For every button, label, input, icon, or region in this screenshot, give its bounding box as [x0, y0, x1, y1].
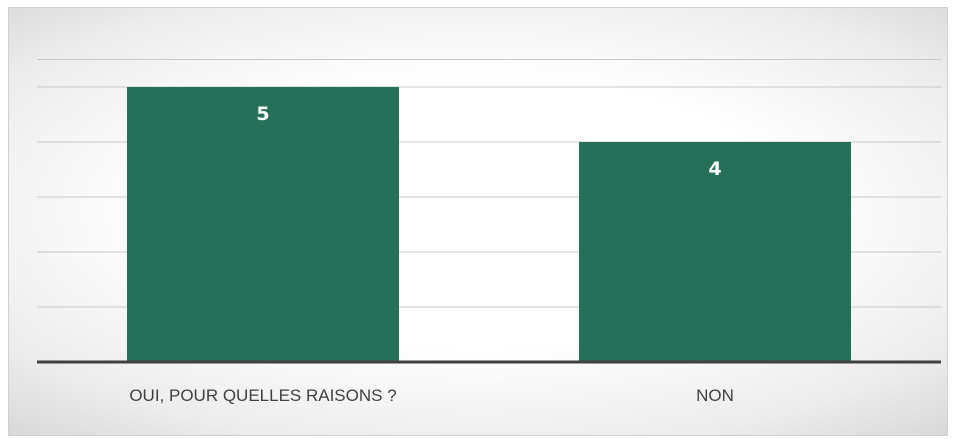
bar — [579, 142, 851, 362]
x-tick-label: OUI, POUR QUELLES RAISONS ? — [129, 386, 396, 405]
x-tick-labels: OUI, POUR QUELLES RAISONS ? NON — [129, 386, 734, 405]
bars — [127, 87, 851, 362]
data-label: 4 — [708, 158, 721, 180]
x-tick-label: NON — [696, 386, 734, 405]
bar — [127, 87, 399, 362]
data-labels: 54 — [256, 103, 721, 180]
data-label: 5 — [256, 103, 269, 125]
